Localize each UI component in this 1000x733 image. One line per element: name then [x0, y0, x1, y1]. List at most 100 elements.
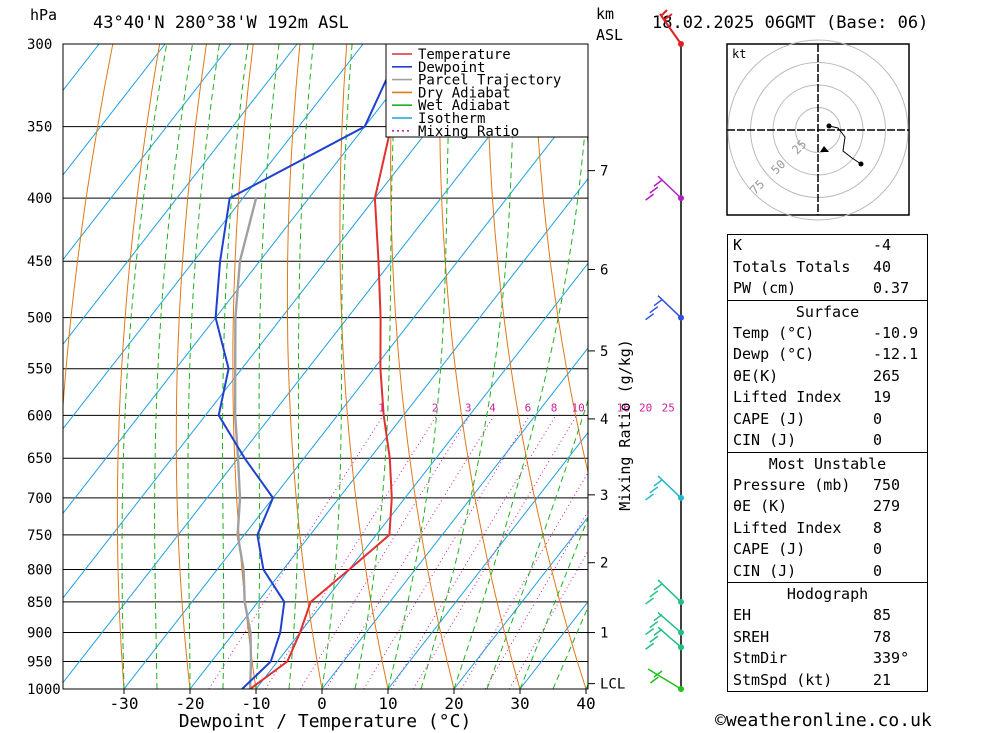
km-label: km	[596, 5, 615, 23]
index-value: 0	[873, 431, 883, 449]
index-key: CAPE (J)	[733, 409, 806, 428]
pressure-tick-label: 850	[27, 595, 52, 611]
dry-adiabat-line	[339, 44, 389, 689]
footer-credit: ©weatheronline.co.uk	[715, 710, 932, 731]
index-key: EH	[733, 606, 752, 624]
index-value: 0	[873, 409, 883, 428]
hodograph-title: Hodograph	[786, 585, 869, 603]
wet-adiabat-line	[321, 44, 353, 689]
pressure-tick-label: 900	[27, 626, 52, 642]
dry-adiabat-line	[533, 44, 588, 475]
wet-adiabat-line	[519, 516, 588, 689]
isotherm-line	[387, 431, 588, 689]
hodograph-point	[826, 123, 832, 129]
dry-adiabat-line	[580, 44, 588, 149]
index-key: Lifted Index	[733, 388, 842, 406]
mixing-ratio-label: 20	[639, 401, 652, 414]
hodograph-unit-label: kt	[732, 47, 746, 61]
index-key: Pressure (mb)	[733, 475, 851, 494]
x-tick-label: 10	[378, 694, 397, 713]
wet-adiabat-line	[354, 44, 398, 689]
index-row: Pressure (mb) 750	[728, 475, 927, 497]
index-row: PW (cm) 0.37	[728, 278, 927, 300]
index-value: 339°	[873, 649, 910, 667]
dry-adiabat-line	[232, 44, 257, 689]
index-value: 265	[873, 366, 901, 385]
pressure-tick-label: 750	[27, 528, 52, 544]
pressure-tick-label: 550	[27, 362, 52, 378]
pressure-tick-label: 350	[27, 120, 52, 136]
index-row: CAPE (J) 0	[728, 409, 927, 431]
wind-barb	[645, 611, 682, 636]
index-row: StmDir 339°	[728, 648, 927, 670]
index-row: Dewp (°C) -12.1	[728, 344, 927, 366]
most-unstable-title: Most Unstable	[768, 454, 887, 473]
index-key: Temp (°C)	[733, 323, 815, 342]
mixing-ratio-line	[390, 415, 557, 689]
parcel-trajectory-line	[233, 197, 258, 689]
index-value: 0	[873, 540, 883, 558]
index-key: Dewp (°C)	[733, 345, 815, 363]
index-key: θE(K)	[733, 366, 779, 385]
index-value: 0.37	[873, 279, 910, 297]
wind-barb	[645, 175, 682, 201]
legend-entry: Parcel Trajectory	[418, 73, 561, 89]
index-row: Lifted Index 19	[728, 387, 927, 409]
pressure-unit-label: hPa	[30, 6, 58, 24]
index-key: StmDir	[733, 649, 788, 667]
dry-adiabat-line	[486, 44, 587, 689]
index-row: StmSpd (kt) 21	[728, 670, 927, 692]
mixing-ratio-line	[412, 415, 577, 689]
index-row: EH 85	[728, 605, 927, 627]
index-key: Lifted Index	[733, 518, 842, 537]
mixing-ratio-line	[299, 415, 471, 689]
mixing-ratio-label: 3	[465, 401, 472, 414]
km-tick-label: 6	[600, 262, 608, 278]
hodograph-point	[858, 161, 864, 167]
km-tick-label: 7	[600, 164, 608, 180]
index-row: CIN (J) 0	[728, 430, 927, 452]
index-value: 750	[873, 475, 901, 494]
wet-adiabat-line	[420, 44, 516, 689]
dry-adiabat-line	[439, 44, 521, 689]
index-key: CAPE (J)	[733, 540, 806, 558]
wet-adiabat-line	[121, 44, 168, 689]
x-tick-label: 20	[444, 694, 463, 713]
wind-barb	[659, 9, 682, 45]
isotherm-line	[63, 44, 298, 345]
index-value: 279	[873, 497, 901, 515]
index-value: -12.1	[873, 345, 919, 363]
index-key: CIN (J)	[733, 561, 797, 580]
index-row: SREH 78	[728, 627, 927, 649]
index-row: K -4	[728, 235, 927, 257]
index-key: θE (K)	[733, 497, 788, 515]
dewpoint-line	[214, 44, 404, 689]
index-key: K	[733, 236, 743, 254]
mixing-ratio-label: 1	[378, 401, 385, 414]
pressure-tick-label: 600	[27, 408, 52, 424]
mixing-ratio-label: 16	[617, 401, 630, 414]
pressure-tick-label: 400	[27, 191, 52, 207]
x-tick-label: -10	[242, 694, 271, 713]
legend-entry: Wet Adiabat	[418, 98, 511, 114]
legend-entry: Mixing Ratio	[418, 124, 519, 140]
isotherm-line	[63, 44, 232, 261]
storm-motion-marker	[820, 146, 829, 152]
km-tick-label: LCL	[600, 677, 625, 693]
dry-adiabat-line	[116, 44, 161, 689]
legend	[385, 43, 589, 138]
isotherm-line	[63, 44, 364, 430]
mixing-ratio-label: 25	[662, 401, 675, 414]
pressure-tick-label: 700	[27, 491, 52, 507]
pressure-tick-label: 800	[27, 562, 52, 578]
index-key: StmSpd (kt)	[733, 670, 833, 689]
isotherm-line	[63, 44, 166, 176]
x-tick-label: 0	[317, 694, 327, 713]
wet-adiabat-line	[154, 44, 193, 689]
index-row: Temp (°C) -10.9	[728, 323, 927, 345]
index-key: CIN (J)	[733, 431, 797, 449]
mixing-ratio-label: 10	[572, 401, 585, 414]
mixing-ratio-line	[264, 415, 438, 689]
isotherm-line	[63, 44, 430, 515]
